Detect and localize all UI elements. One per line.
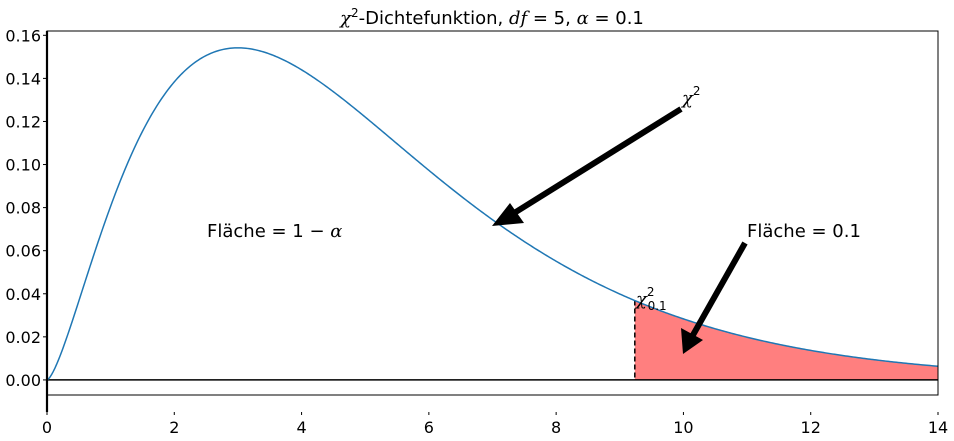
y-tick-label: 0.12	[5, 112, 41, 131]
y-tick-label: 0.04	[5, 285, 41, 304]
y-tick-label: 0.02	[5, 328, 41, 347]
tail-area-arrow	[681, 241, 748, 354]
area-left-label: Fläche = 1 − α	[207, 221, 342, 242]
y-tick-label: 0.06	[5, 242, 41, 261]
x-tick-label: 6	[424, 418, 434, 437]
x-tick-label: 10	[673, 418, 693, 437]
y-axis-ticks: 0.00 0.02 0.04 0.06 0.08 0.10 0.12 0.14 0.16	[5, 26, 47, 390]
y-tick-label: 0.16	[5, 26, 41, 45]
rejection-region-area	[634, 300, 938, 380]
y-tick-label: 0.08	[5, 199, 41, 218]
chart-title: χ2-Dichtefunktion, df = 5, α = 0.1	[338, 6, 644, 29]
x-tick-label: 14	[928, 418, 948, 437]
density-curve	[47, 47, 938, 381]
y-tick-label: 0.10	[5, 156, 41, 175]
x-tick-label: 4	[296, 418, 306, 437]
x-tick-label: 8	[551, 418, 561, 437]
x-tick-label: 0	[42, 418, 52, 437]
critical-value-label: χ2 0.1	[634, 285, 667, 313]
y-tick-label: 0.00	[5, 371, 41, 390]
chi-square-arrow	[492, 106, 683, 226]
y-tick-label: 0.14	[5, 69, 41, 88]
x-tick-label: 2	[169, 418, 179, 437]
area-right-label: Fläche = 0.1	[747, 221, 861, 242]
plot-frame	[46, 30, 939, 396]
chi-square-label: χ2	[680, 84, 701, 109]
x-axis-ticks: 0 2 4 6 8 10 12 14	[42, 412, 948, 437]
x-tick-label: 12	[801, 418, 821, 437]
